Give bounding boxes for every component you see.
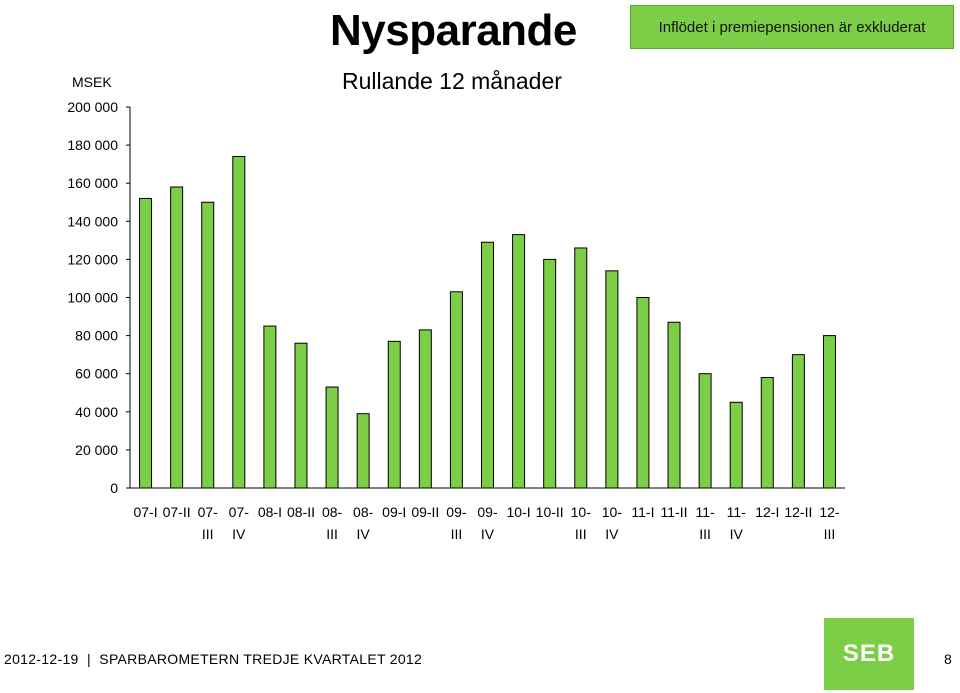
- x-tick-label: 10-II: [536, 504, 564, 520]
- bar: [263, 325, 277, 489]
- x-tick-label: III: [451, 526, 463, 542]
- x-tick-label: 11-I: [631, 504, 654, 520]
- y-tick-label: 20 000: [75, 442, 118, 458]
- y-tick-label: 140 000: [67, 213, 118, 229]
- y-tick-label: 200 000: [67, 99, 118, 115]
- footer-text: 2012-12-19 | SPARBAROMETERN TREDJE KVART…: [4, 651, 423, 667]
- y-tick-label: 80 000: [75, 328, 118, 344]
- bar: [543, 258, 557, 489]
- page-number: 8: [944, 651, 952, 667]
- bar: [698, 373, 712, 489]
- chart-title: Nysparande: [330, 6, 577, 55]
- bar: [294, 342, 308, 489]
- bar: [667, 321, 681, 489]
- x-tick-label: 12-I: [755, 504, 779, 520]
- x-tick-label: 10-: [602, 504, 623, 520]
- x-tick-label: IV: [481, 526, 495, 542]
- x-tick-label: 07-II: [163, 504, 191, 520]
- x-tick-label: 11-II: [661, 504, 688, 520]
- bar: [418, 329, 432, 489]
- bar: [387, 340, 401, 489]
- y-tick-label: 40 000: [75, 404, 118, 420]
- bar: [449, 291, 463, 489]
- x-tick-label: IV: [232, 526, 246, 542]
- x-tick-label: 08-: [322, 504, 343, 520]
- y-axis-unit-label: MSEK: [72, 74, 112, 90]
- x-tick-label: 08-II: [287, 504, 315, 520]
- x-tick-label: 12-: [819, 504, 840, 520]
- x-tick-label: III: [824, 526, 836, 542]
- x-tick-label: 09-: [446, 504, 467, 520]
- bar: [574, 247, 588, 489]
- x-tick-label: 10-I: [507, 504, 531, 520]
- seb-logo-text: SEB: [842, 640, 896, 667]
- bar: [201, 201, 215, 489]
- bar: [481, 241, 494, 489]
- bar: [512, 234, 526, 489]
- x-tick-label: 07-I: [133, 504, 157, 520]
- chart-subtitle: Rullande 12 månader: [342, 68, 562, 94]
- bar-chart: 0 20 000 40 000 60 000 80 000 100 000 120 000 1…: [67, 99, 845, 542]
- x-tick-label: 09-I: [382, 504, 406, 520]
- x-tick-label: 10-: [571, 504, 592, 520]
- x-tick-label: 12-II: [784, 504, 812, 520]
- seb-logo: SEB: [824, 618, 914, 690]
- x-tick-label: IV: [605, 526, 619, 542]
- exclusion-note-badge: Inflödet i premiepensionen är exkluderat: [630, 5, 954, 49]
- x-tick-label: III: [326, 526, 338, 542]
- x-tick-label: III: [575, 526, 587, 542]
- bar: [791, 354, 805, 489]
- x-tick-label: III: [202, 526, 214, 542]
- bar: [170, 186, 184, 489]
- y-tick-label: 0: [110, 480, 118, 496]
- x-tick-label: IV: [357, 526, 371, 542]
- x-tick-label: 08-: [353, 504, 374, 520]
- y-tick-label: 120 000: [67, 251, 118, 267]
- bar: [605, 270, 619, 489]
- x-tick-label: 07-: [198, 504, 219, 520]
- bar: [232, 156, 246, 489]
- y-tick-label: 60 000: [75, 366, 118, 382]
- x-tick-label: 11-: [696, 504, 716, 520]
- x-tick-label: 09-II: [411, 504, 439, 520]
- x-tick-label: 07-: [229, 504, 250, 520]
- x-tick-label: 08-I: [258, 504, 282, 520]
- y-tick-label: 180 000: [67, 137, 118, 153]
- bar: [822, 335, 836, 489]
- bar: [729, 401, 743, 489]
- bar: [760, 377, 774, 489]
- x-tick-label: IV: [730, 526, 744, 542]
- y-tick-label: 160 000: [67, 175, 118, 191]
- bar: [356, 413, 370, 489]
- bar: [636, 297, 650, 489]
- bar: [139, 197, 153, 489]
- exclusion-note-text: Inflödet i premiepensionen är exkluderat: [658, 18, 926, 36]
- y-tick-label: 100 000: [67, 290, 118, 306]
- x-tick-label: III: [699, 526, 711, 542]
- x-tick-label: 11-: [727, 504, 747, 520]
- x-tick-label: 09-: [477, 504, 498, 520]
- bar: [325, 386, 339, 489]
